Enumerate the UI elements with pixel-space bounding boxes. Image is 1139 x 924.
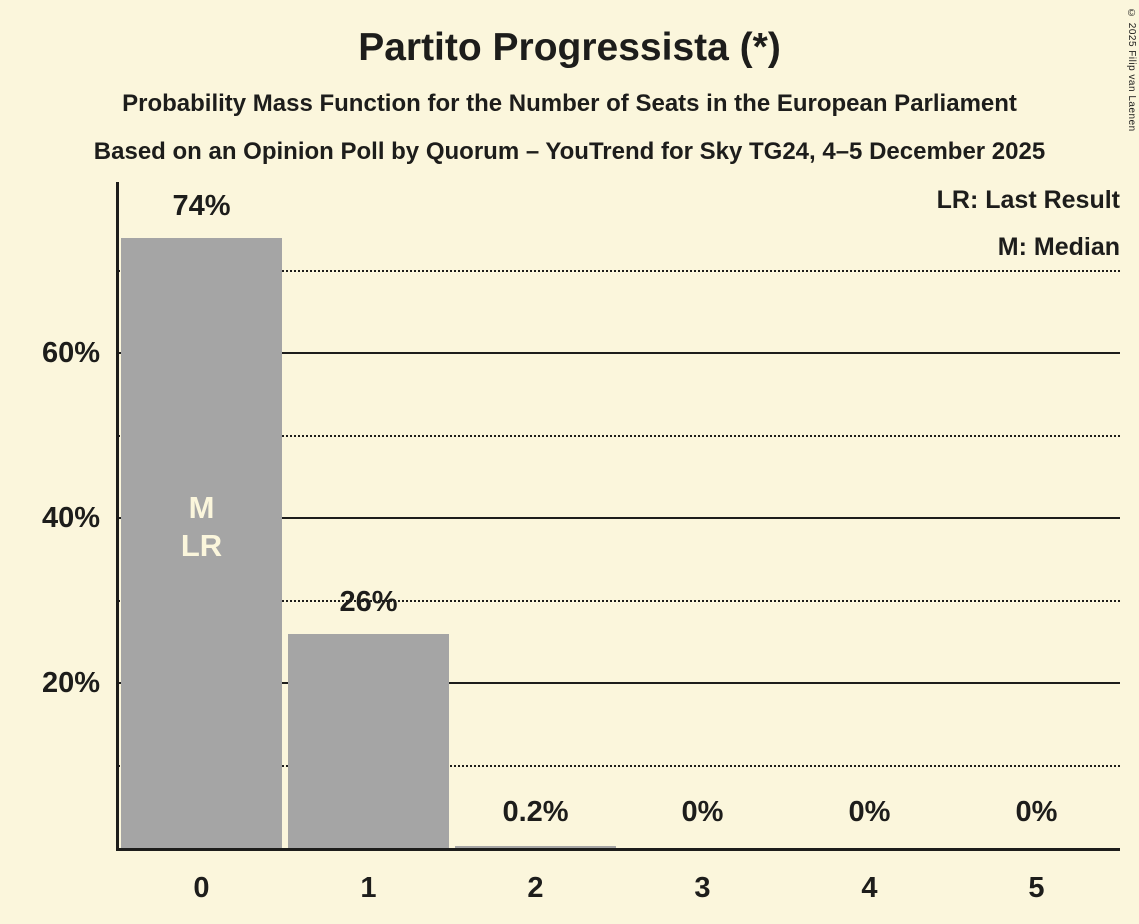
x-axis-tick-label-2: 2 — [527, 872, 544, 904]
chart-subtitle-line1: Probability Mass Function for the Number… — [122, 90, 1017, 117]
gridline-solid-60pct — [118, 352, 1120, 355]
bar-value-label: 0.2% — [502, 796, 569, 828]
chart-subtitle-line2: Based on an Opinion Poll by Quorum – You… — [93, 138, 1046, 165]
gridline-solid-20pct — [118, 682, 1120, 685]
bar-value-label: 0% — [848, 796, 891, 828]
annotation-line-m: M — [188, 490, 215, 525]
annotation-line-lr: LR — [180, 528, 223, 563]
bar-value-label: 0% — [681, 796, 724, 828]
y-axis-tick-label: 60% — [41, 337, 100, 370]
bar-seats-2 — [455, 846, 616, 848]
x-axis-tick-label-1: 1 — [360, 872, 377, 904]
y-axis-line — [116, 182, 119, 851]
chart-title: Partito Progressista (*) — [358, 26, 781, 69]
x-axis-line — [116, 848, 1120, 851]
y-axis-tick-label: 20% — [41, 667, 100, 700]
bar-value-label: 0% — [1015, 796, 1058, 828]
legend-median: M: Median — [997, 233, 1120, 261]
x-axis-tick-label-0: 0 — [193, 872, 210, 904]
copyright-notice: © 2025 Filip van Laenen — [1126, 8, 1137, 132]
y-axis-tick-label: 40% — [41, 502, 100, 535]
bar-value-label: 26% — [339, 586, 398, 618]
x-axis-tick-label-4: 4 — [861, 872, 878, 904]
x-axis-tick-label-3: 3 — [694, 872, 711, 904]
legend-last-result: LR: Last Result — [936, 186, 1120, 214]
gridline-dotted-10pct — [118, 764, 1120, 767]
gridline-dotted-70pct — [118, 269, 1120, 272]
x-axis-tick-label-5: 5 — [1028, 872, 1045, 904]
median-last-result-annotation: M LR — [118, 489, 285, 565]
bar-seats-0 — [121, 238, 282, 848]
gridline-solid-40pct — [118, 517, 1120, 520]
gridline-dotted-50pct — [118, 434, 1120, 437]
gridline-dotted-30pct — [118, 599, 1120, 602]
bar-seats-1 — [288, 634, 449, 848]
bar-value-label: 74% — [172, 190, 231, 222]
